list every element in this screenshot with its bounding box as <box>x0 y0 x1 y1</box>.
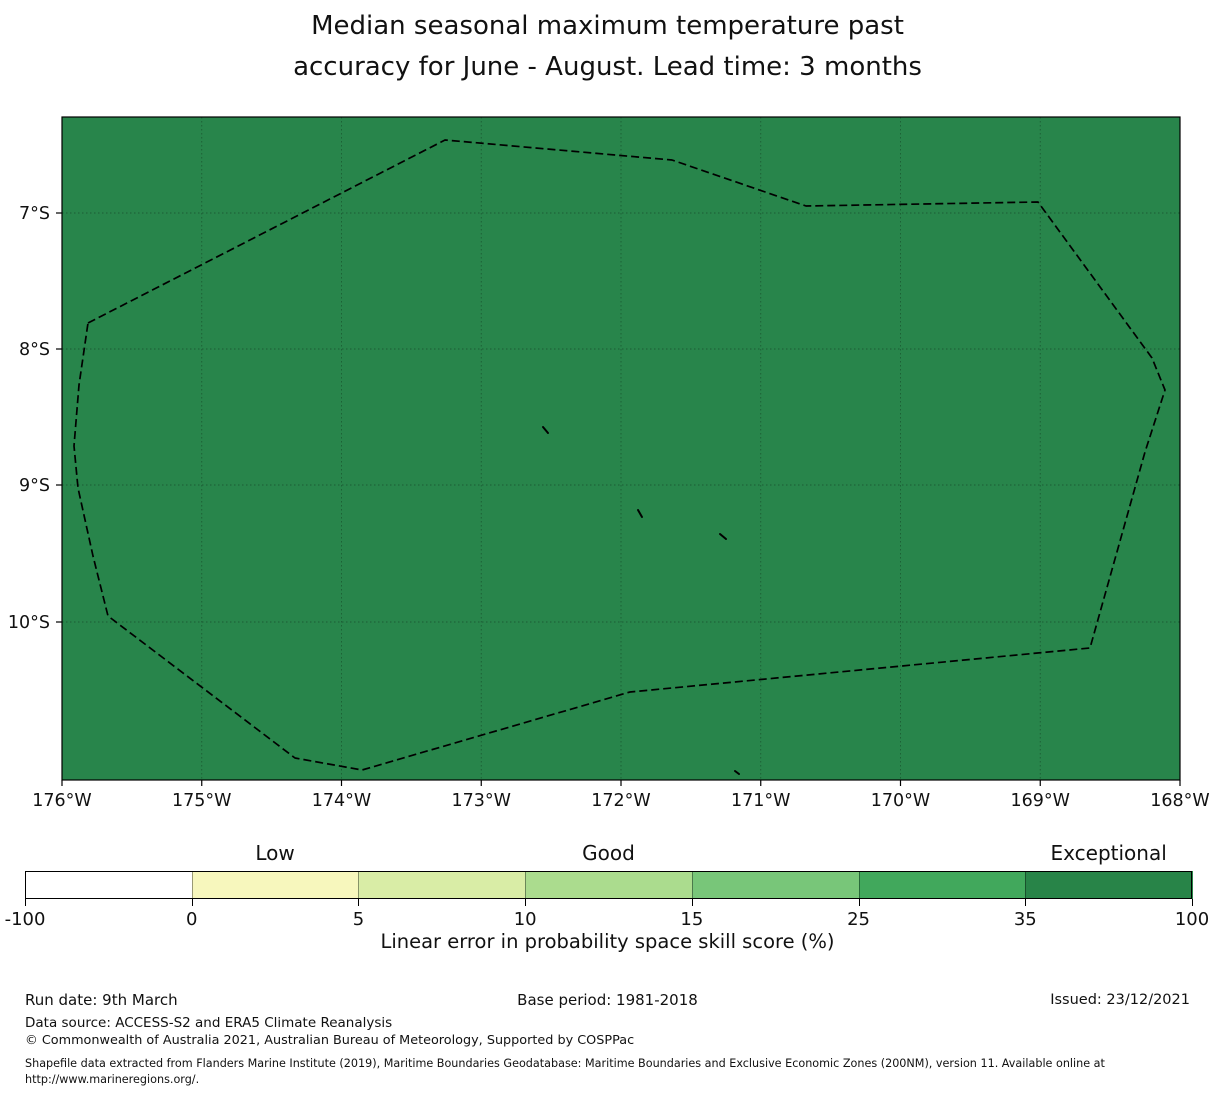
colorbar-tick-label: 25 <box>847 909 871 930</box>
colorbar-tick-mark <box>191 899 193 906</box>
x-tick-label: 172°W <box>591 791 650 811</box>
figure-title-line1: Median seasonal maximum temperature past <box>311 11 904 41</box>
shapefile-attribution-line1: Shapefile data extracted from Flanders M… <box>25 1057 1105 1070</box>
colorbar-segment <box>191 871 360 899</box>
colorbar-tick-mark <box>691 899 693 906</box>
x-tick-label: 174°W <box>312 791 371 811</box>
island-mark <box>542 426 549 434</box>
colorbar-tick-label: 5 <box>352 909 365 930</box>
colorbar-zone-label: Low <box>255 841 295 865</box>
y-tick-label: 7°S <box>19 204 50 224</box>
colorbar-segment <box>858 871 1027 899</box>
data-source-text: Data source: ACCESS-S2 and ERA5 Climate … <box>25 1015 393 1031</box>
colorbar-tick-mark <box>1192 899 1193 906</box>
colorbar-tick-mark <box>858 899 860 906</box>
issued-date-text: Issued: 23/12/2021 <box>1050 992 1190 1008</box>
colorbar-tick-label: 10 <box>513 909 537 930</box>
colorbar: -100 0 5 10 15 25 35 100 Low Good Exceptional <box>5 841 1210 930</box>
colorbar-tick-mark <box>358 899 360 906</box>
colorbar-tick-label: -100 <box>4 909 46 930</box>
colorbar-tick-mark <box>525 899 527 906</box>
figure-title-line2: accuracy for June - August. Lead time: 3… <box>293 52 922 82</box>
y-tick-label: 8°S <box>19 340 50 360</box>
colorbar-segment <box>525 871 693 899</box>
island-mark <box>719 533 727 540</box>
run-date-text: Run date: 9th March <box>25 991 178 1009</box>
x-tick-label: 173°W <box>452 791 511 811</box>
sea-fill <box>62 117 1180 780</box>
colorbar-zone-label: Good <box>582 841 635 865</box>
x-tick-label: 169°W <box>1011 791 1070 811</box>
colorbar-tick-label: 100 <box>1174 909 1210 930</box>
island-mark <box>637 509 643 518</box>
colorbar-segment <box>691 871 860 899</box>
colorbar-tick-label: 0 <box>185 909 198 930</box>
shapefile-attribution-line2: http://www.marineregions.org/. <box>25 1073 200 1086</box>
colorbar-segment <box>358 871 527 899</box>
colorbar-caption: Linear error in probability space skill … <box>380 930 835 953</box>
x-tick-label: 175°W <box>172 791 231 811</box>
colorbar-zone-label: Exceptional <box>1050 841 1167 865</box>
colorbar-tick-label: 15 <box>680 909 704 930</box>
island-mark <box>734 770 740 775</box>
base-period-text: Base period: 1981-2018 <box>517 991 698 1009</box>
exclusive-economic-zone-dashed-boundary <box>73 139 1166 771</box>
x-tick-label: 168°W <box>1150 791 1209 811</box>
copyright-text: © Commonwealth of Australia 2021, Austra… <box>25 1033 635 1048</box>
colorbar-tick-mark <box>1025 899 1027 906</box>
x-tick-label: 176°W <box>32 791 91 811</box>
x-tick-label: 171°W <box>731 791 790 811</box>
y-tick-label: 10°S <box>8 613 50 633</box>
colorbar-segment <box>25 871 192 899</box>
y-tick-label: 9°S <box>19 476 50 496</box>
figure-title: Median seasonal maximum temperature past… <box>0 6 1215 88</box>
colorbar-tick-mark <box>25 899 26 906</box>
colorbar-segment <box>1025 871 1193 899</box>
colorbar-tick-label: 35 <box>1013 909 1037 930</box>
x-tick-label: 170°W <box>871 791 930 811</box>
